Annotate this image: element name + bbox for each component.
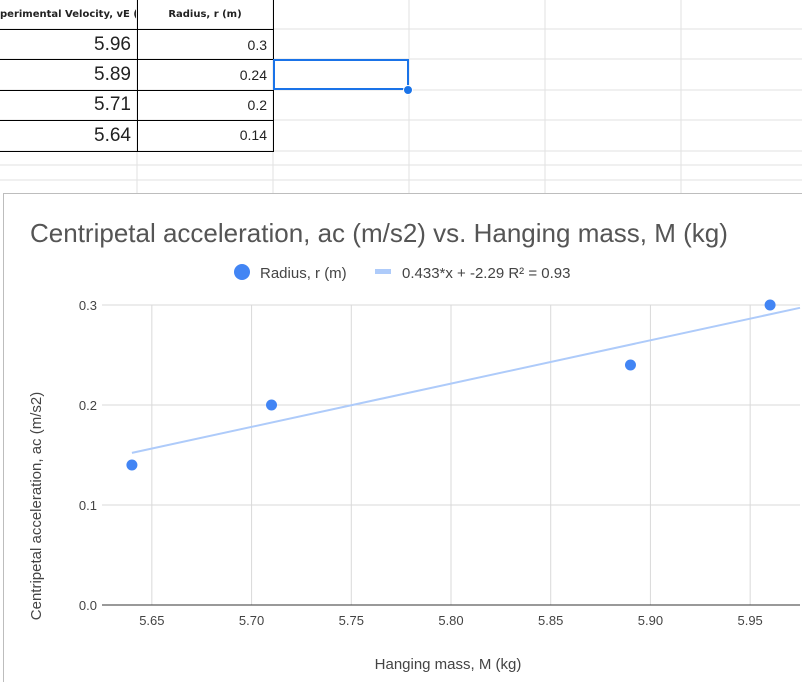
x-tick-label: 5.65 [139, 613, 164, 628]
y-tick-label: 0.2 [79, 398, 97, 413]
sheet-gridlines [0, 0, 802, 193]
data-point [266, 399, 278, 411]
legend-marker-trendline [375, 269, 391, 274]
trendline [131, 306, 801, 454]
cell-b5[interactable]: 0.14 [239, 127, 267, 143]
chart-title: Centripetal acceleration, ac (m/s2) vs. … [30, 218, 728, 248]
x-tick-label: 5.70 [239, 613, 264, 628]
column-a-header[interactable]: perimental Velocity, vE (m [0, 9, 136, 20]
x-tick-label: 5.85 [538, 613, 563, 628]
data-point [126, 459, 138, 471]
cell-b3[interactable]: 0.24 [239, 67, 267, 83]
cell-b4[interactable]: 0.2 [247, 97, 267, 113]
y-axis-title: Centripetal acceleration, ac (m/s2) [28, 392, 45, 620]
legend-label-trendline: 0.433*x + -2.29 R² = 0.93 [402, 265, 570, 282]
column-b-header[interactable]: Radius, r (m) [168, 9, 242, 20]
y-tick-label: 0.3 [79, 298, 97, 313]
legend-marker-radius [234, 264, 250, 280]
data-point [764, 299, 776, 311]
scatter-chart: Centripetal acceleration, ac (m/s2) vs. … [28, 218, 801, 673]
plot-area: 5.65 5.70 5.75 5.80 5.85 5.90 5.95 0.0 0.1 0.2 0.3 [79, 298, 801, 628]
cell-a5[interactable]: 5.64 [94, 125, 131, 146]
y-tick-label: 0.0 [79, 598, 97, 613]
chart-legend: Radius, r (m) 0.433*x + -2.29 R² = 0.93 [234, 264, 570, 282]
cell-a3[interactable]: 5.89 [94, 64, 131, 85]
cell-a4[interactable]: 5.71 [94, 94, 131, 115]
y-tick-label: 0.1 [79, 498, 97, 513]
embedded-chart[interactable]: Centripetal acceleration, ac (m/s2) vs. … [3, 193, 802, 682]
x-tick-label: 5.75 [339, 613, 364, 628]
x-tick-label: 5.80 [438, 613, 463, 628]
data-point [624, 359, 636, 371]
fill-handle[interactable] [403, 85, 413, 95]
x-tick-label: 5.90 [638, 613, 663, 628]
selected-cell-c3[interactable] [273, 59, 409, 90]
legend-label-radius: Radius, r (m) [260, 265, 347, 282]
x-tick-label: 5.95 [737, 613, 762, 628]
cell-b2[interactable]: 0.3 [247, 37, 267, 53]
x-axis-title: Hanging mass, M (kg) [375, 656, 522, 673]
cell-a2[interactable]: 5.96 [94, 34, 131, 55]
